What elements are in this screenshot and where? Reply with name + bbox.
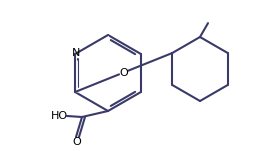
Text: O: O (73, 137, 81, 147)
Text: N: N (72, 48, 80, 58)
Text: HO: HO (50, 111, 68, 121)
Text: O: O (119, 67, 128, 77)
